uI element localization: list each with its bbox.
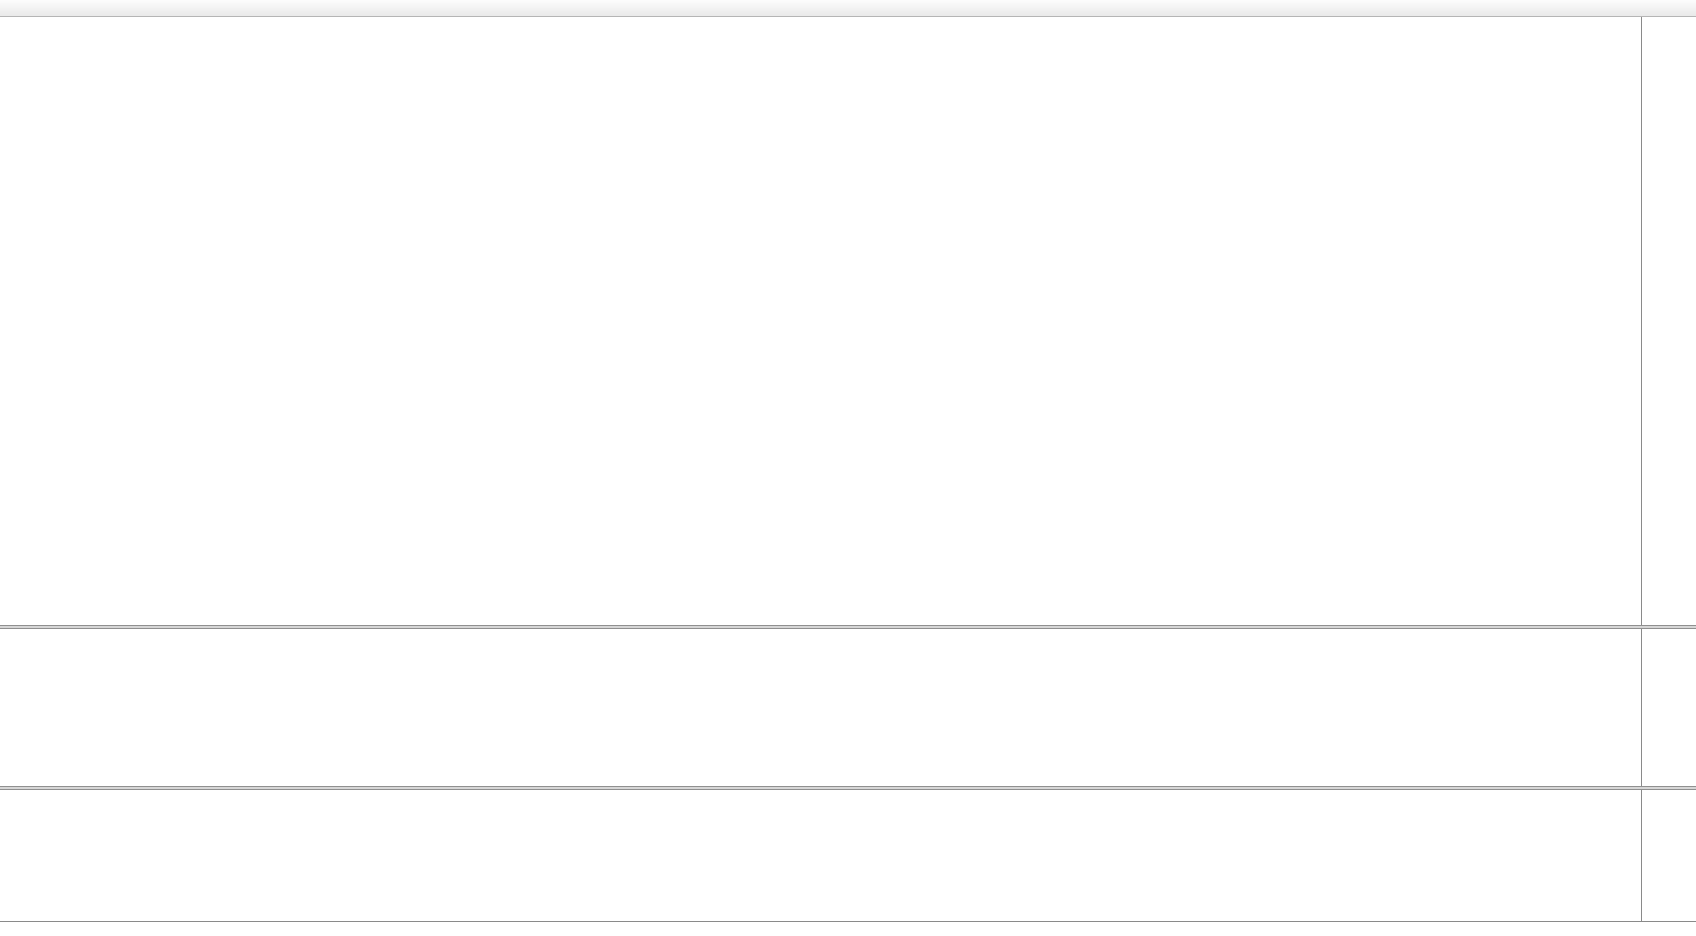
panel-divider[interactable] (0, 625, 1696, 629)
rsi-panel[interactable] (0, 790, 1696, 921)
time-axis[interactable] (0, 921, 1696, 936)
price-chart-panel[interactable] (0, 17, 1696, 625)
macd-axis (1641, 629, 1696, 786)
macd-chart[interactable] (0, 629, 1642, 786)
rsi-chart[interactable] (0, 790, 1642, 921)
toolbar (0, 0, 1696, 17)
candlestick-chart[interactable] (0, 17, 1642, 625)
panel-divider[interactable] (0, 786, 1696, 790)
macd-panel[interactable] (0, 629, 1696, 786)
rsi-axis (1641, 790, 1696, 921)
price-axis[interactable] (1641, 17, 1696, 625)
